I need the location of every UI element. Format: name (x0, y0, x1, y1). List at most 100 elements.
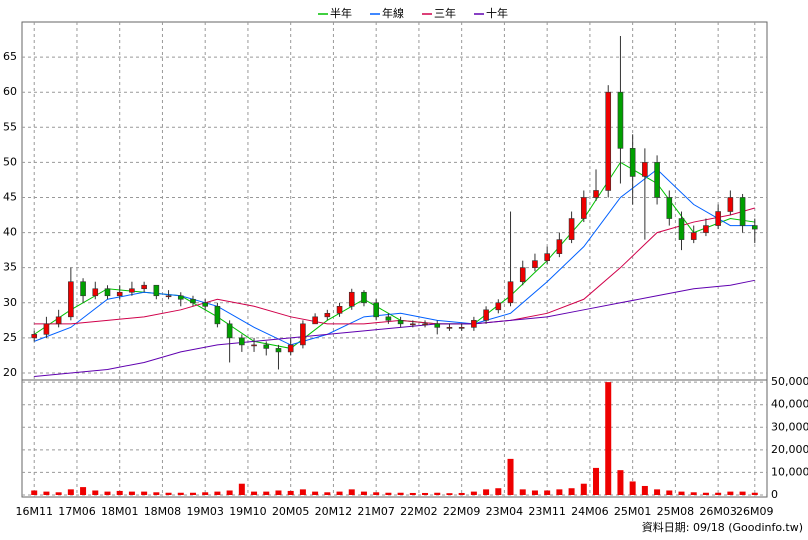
candle-body (55, 316, 62, 325)
x-tick-label: 22M02 (400, 505, 438, 518)
volume-bar (373, 492, 380, 495)
candle-body (703, 225, 709, 233)
y-tick-label: 20 (3, 366, 17, 379)
candle-body (629, 148, 636, 177)
candle-body (251, 344, 257, 347)
volume-bar (446, 493, 453, 495)
volume-bar (43, 491, 50, 495)
candle-body (141, 284, 147, 290)
candle-body (519, 267, 526, 283)
volume-bar (666, 490, 673, 495)
volume-bar (397, 492, 404, 495)
y-tick-label: 60 (3, 85, 17, 98)
plot-frame (21, 21, 768, 498)
x-tick-label: 17M06 (58, 505, 96, 518)
candle-body (275, 348, 282, 353)
candle-body (434, 323, 441, 328)
x-tick-label: 22M09 (443, 505, 481, 518)
candle-body (373, 302, 379, 318)
x-tick-label: 25M01 (614, 505, 652, 518)
volume-bar (470, 491, 477, 495)
volume-bar (312, 491, 319, 495)
candle-body (68, 281, 74, 318)
y2-tick-label: 40,000 (771, 398, 808, 411)
y2-tick-label: 30,000 (771, 420, 808, 433)
candle-body (287, 344, 294, 353)
volume-bar (238, 483, 245, 495)
candle-body (129, 288, 135, 293)
volume-bar (177, 492, 184, 495)
volume-bar (690, 492, 697, 495)
volume-bar (336, 491, 343, 495)
volume-bar (715, 492, 722, 495)
legend-label: 十年 (486, 6, 508, 20)
y2-tick-label: 10,000 (771, 465, 808, 478)
volume-bar (360, 491, 367, 495)
y2-tick-label: 20,000 (771, 443, 808, 456)
y-tick-label: 40 (3, 226, 17, 239)
candle-body (312, 316, 318, 325)
candle-body (263, 344, 270, 349)
candle-body (678, 218, 685, 240)
candle-body (471, 320, 477, 328)
volume-bar (104, 491, 111, 495)
volume-bar (55, 492, 62, 495)
volume-bar (324, 492, 331, 495)
volume-bar (531, 490, 538, 495)
y-tick-label: 30 (3, 296, 17, 309)
volume-bar (189, 492, 196, 495)
volume-bar (458, 492, 465, 495)
volume-bar (348, 489, 355, 495)
x-tick-label: 19M03 (186, 505, 224, 518)
candle-body (104, 288, 111, 297)
candle-body (605, 91, 612, 191)
y-tick-label: 50 (3, 155, 17, 168)
volume-bar (483, 489, 490, 495)
candle-body (153, 284, 160, 297)
volume-bar (739, 491, 746, 495)
x-tick-label: 20M12 (315, 505, 353, 518)
volume-bar (251, 491, 258, 495)
volume-bar (153, 492, 160, 495)
y-tick-label: 35 (3, 261, 17, 274)
volume-bar (702, 492, 709, 495)
candle-body (165, 295, 172, 298)
x-tick-label: 19M10 (229, 505, 267, 518)
candle-body (458, 327, 465, 329)
volume-bar (263, 491, 270, 495)
volume-bar (67, 489, 74, 495)
x-tick-label: 18M08 (144, 505, 182, 518)
x-tick-label: 21M07 (357, 505, 395, 518)
x-tick-label: 18M01 (101, 505, 139, 518)
candle-body (739, 197, 746, 226)
legend-label: 半年 (330, 6, 352, 20)
candle-body (751, 225, 758, 230)
volume-bar (92, 490, 99, 495)
volume-bar (385, 492, 392, 495)
volume-bar (31, 490, 38, 495)
candle-body (568, 218, 575, 240)
volume-bar (556, 489, 563, 495)
x-tick-label: 23M04 (486, 505, 524, 518)
candle-body (361, 291, 367, 304)
volume-bar (629, 481, 636, 495)
volume-bar (165, 492, 172, 495)
volume-bar (202, 492, 209, 495)
candle-body (31, 334, 38, 339)
volume-bar (519, 489, 526, 495)
candle-body (581, 197, 587, 219)
x-tick-label: 20M05 (272, 505, 310, 518)
x-tick-label: 26M09 (736, 505, 774, 518)
volume-bar (593, 467, 600, 495)
volume-bar (727, 491, 734, 495)
candle-body (556, 239, 563, 254)
candle-body (202, 302, 208, 307)
volume-bar (275, 490, 282, 495)
candle-body (190, 298, 196, 304)
footer: 資料日期: 09/18 (Goodinfo.tw) (642, 520, 803, 534)
volume-bar (751, 492, 758, 495)
y-tick-label: 55 (3, 120, 17, 133)
volume-bar (80, 487, 87, 495)
candle-body (446, 327, 453, 329)
candle-body (544, 253, 550, 261)
